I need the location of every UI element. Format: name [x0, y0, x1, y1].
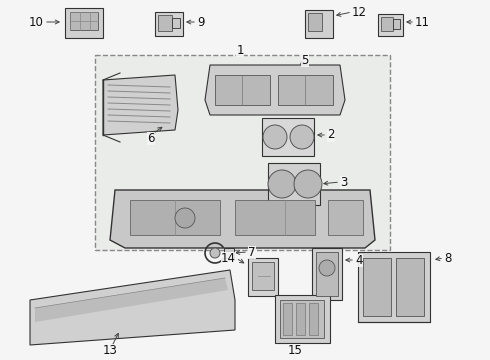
- Text: 1: 1: [236, 44, 244, 57]
- Bar: [215, 75, 270, 105]
- Bar: [316, 252, 338, 296]
- Text: 13: 13: [102, 343, 118, 356]
- Bar: [312, 248, 342, 300]
- Bar: [278, 75, 333, 105]
- Bar: [393, 19, 400, 29]
- Bar: [155, 12, 183, 36]
- Text: 15: 15: [288, 343, 302, 356]
- Text: 2: 2: [327, 129, 335, 141]
- Bar: [283, 303, 292, 335]
- Bar: [309, 303, 318, 335]
- Bar: [275, 295, 330, 343]
- Bar: [378, 14, 403, 36]
- Polygon shape: [30, 270, 235, 345]
- Circle shape: [319, 260, 335, 276]
- Polygon shape: [35, 278, 228, 322]
- Text: 5: 5: [301, 54, 309, 67]
- Bar: [172, 18, 180, 28]
- Text: 14: 14: [221, 252, 236, 265]
- Polygon shape: [110, 190, 375, 248]
- Bar: [158, 15, 172, 31]
- Text: 7: 7: [248, 246, 255, 258]
- Bar: [252, 262, 274, 290]
- Bar: [235, 200, 315, 235]
- Bar: [308, 13, 322, 31]
- Bar: [70, 12, 98, 30]
- Circle shape: [210, 248, 220, 258]
- Circle shape: [290, 125, 314, 149]
- Bar: [396, 258, 424, 316]
- Text: 11: 11: [415, 15, 430, 28]
- Bar: [381, 17, 393, 31]
- Bar: [363, 258, 391, 316]
- Text: 10: 10: [29, 15, 44, 28]
- Bar: [358, 252, 430, 322]
- Text: 4: 4: [355, 253, 363, 266]
- Circle shape: [175, 208, 195, 228]
- Bar: [280, 300, 324, 338]
- Bar: [248, 258, 278, 296]
- Bar: [65, 8, 103, 38]
- Circle shape: [268, 170, 296, 198]
- Bar: [305, 10, 333, 38]
- Text: 9: 9: [197, 15, 204, 28]
- Text: 3: 3: [340, 175, 347, 189]
- Bar: [328, 200, 363, 235]
- Text: 12: 12: [352, 5, 367, 18]
- Text: 6: 6: [147, 131, 154, 144]
- Circle shape: [263, 125, 287, 149]
- Bar: [268, 163, 320, 205]
- Bar: [224, 248, 234, 258]
- Circle shape: [294, 170, 322, 198]
- Bar: [95, 55, 390, 250]
- Bar: [130, 200, 220, 235]
- Bar: [296, 303, 305, 335]
- Text: 8: 8: [444, 252, 451, 265]
- Polygon shape: [205, 65, 345, 115]
- Bar: [262, 118, 314, 156]
- Polygon shape: [103, 75, 178, 135]
